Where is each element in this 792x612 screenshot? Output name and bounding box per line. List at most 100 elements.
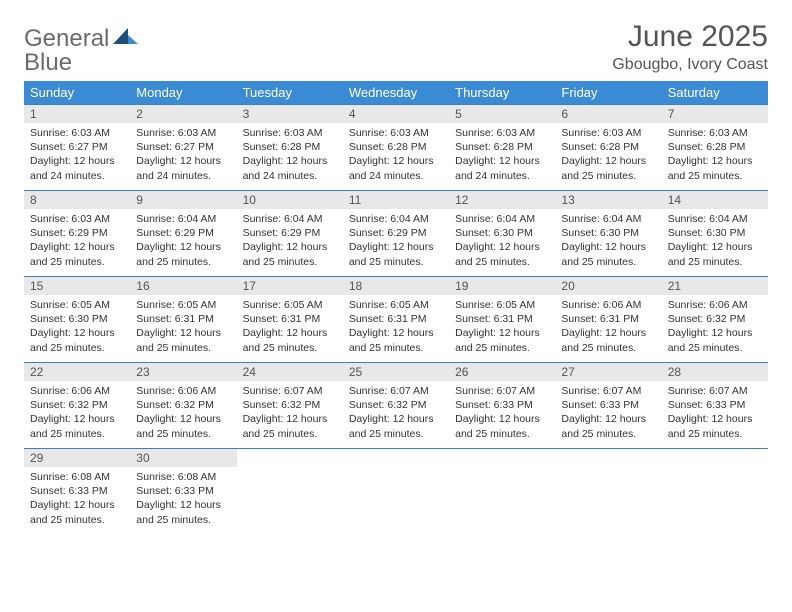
calendar-day-cell: 5Sunrise: 6:03 AMSunset: 6:28 PMDaylight…: [449, 105, 555, 191]
sunrise-line: Sunrise: 6:04 AM: [455, 212, 549, 226]
daylight-line: Daylight: 12 hours and 25 minutes.: [668, 412, 762, 440]
daylight-line: Daylight: 12 hours and 25 minutes.: [30, 498, 124, 526]
sunrise-line: Sunrise: 6:03 AM: [561, 126, 655, 140]
sunset-line: Sunset: 6:29 PM: [243, 226, 337, 240]
sunset-line: Sunset: 6:27 PM: [136, 140, 230, 154]
sunset-line: Sunset: 6:33 PM: [136, 484, 230, 498]
calendar-day-cell: 15Sunrise: 6:05 AMSunset: 6:30 PMDayligh…: [24, 277, 130, 363]
day-details: Sunrise: 6:05 AMSunset: 6:31 PMDaylight:…: [343, 295, 449, 361]
sunset-line: Sunset: 6:33 PM: [30, 484, 124, 498]
sunset-line: Sunset: 6:28 PM: [561, 140, 655, 154]
calendar-day-cell: 13Sunrise: 6:04 AMSunset: 6:30 PMDayligh…: [555, 191, 661, 277]
calendar-table: SundayMondayTuesdayWednesdayThursdayFrid…: [24, 81, 768, 535]
daylight-line: Daylight: 12 hours and 25 minutes.: [668, 240, 762, 268]
sunset-line: Sunset: 6:33 PM: [561, 398, 655, 412]
daylight-line: Daylight: 12 hours and 25 minutes.: [561, 240, 655, 268]
daylight-line: Daylight: 12 hours and 25 minutes.: [455, 412, 549, 440]
sunrise-line: Sunrise: 6:05 AM: [243, 298, 337, 312]
sunrise-line: Sunrise: 6:03 AM: [668, 126, 762, 140]
page-header: General Blue June 2025 Gbougbo, Ivory Co…: [24, 20, 768, 75]
page-title: June 2025: [612, 20, 768, 54]
sunset-line: Sunset: 6:28 PM: [243, 140, 337, 154]
sunset-line: Sunset: 6:31 PM: [455, 312, 549, 326]
day-number: 10: [237, 191, 343, 209]
sunset-line: Sunset: 6:32 PM: [668, 312, 762, 326]
calendar-body: 1Sunrise: 6:03 AMSunset: 6:27 PMDaylight…: [24, 105, 768, 535]
daylight-line: Daylight: 12 hours and 25 minutes.: [349, 326, 443, 354]
daylight-line: Daylight: 12 hours and 25 minutes.: [349, 240, 443, 268]
day-details: Sunrise: 6:05 AMSunset: 6:31 PMDaylight:…: [449, 295, 555, 361]
calendar-day-cell: 27Sunrise: 6:07 AMSunset: 6:33 PMDayligh…: [555, 363, 661, 449]
day-details: Sunrise: 6:04 AMSunset: 6:30 PMDaylight:…: [662, 209, 768, 275]
sunrise-line: Sunrise: 6:03 AM: [136, 126, 230, 140]
weekday-header-row: SundayMondayTuesdayWednesdayThursdayFrid…: [24, 81, 768, 105]
daylight-line: Daylight: 12 hours and 25 minutes.: [243, 412, 337, 440]
day-details: Sunrise: 6:04 AMSunset: 6:29 PMDaylight:…: [130, 209, 236, 275]
day-details: Sunrise: 6:03 AMSunset: 6:28 PMDaylight:…: [343, 123, 449, 189]
daylight-line: Daylight: 12 hours and 25 minutes.: [668, 326, 762, 354]
sunrise-line: Sunrise: 6:06 AM: [668, 298, 762, 312]
day-number: 25: [343, 363, 449, 381]
calendar-day-cell: 29Sunrise: 6:08 AMSunset: 6:33 PMDayligh…: [24, 449, 130, 535]
day-details: Sunrise: 6:03 AMSunset: 6:27 PMDaylight:…: [24, 123, 130, 189]
sunset-line: Sunset: 6:29 PM: [349, 226, 443, 240]
day-details: Sunrise: 6:07 AMSunset: 6:32 PMDaylight:…: [237, 381, 343, 447]
calendar-row: 8Sunrise: 6:03 AMSunset: 6:29 PMDaylight…: [24, 191, 768, 277]
day-number: 5: [449, 105, 555, 123]
sunrise-line: Sunrise: 6:07 AM: [455, 384, 549, 398]
calendar-day-cell: 1Sunrise: 6:03 AMSunset: 6:27 PMDaylight…: [24, 105, 130, 191]
day-details: Sunrise: 6:05 AMSunset: 6:31 PMDaylight:…: [130, 295, 236, 361]
sunset-line: Sunset: 6:32 PM: [243, 398, 337, 412]
sunrise-line: Sunrise: 6:03 AM: [30, 126, 124, 140]
calendar-day-cell: 10Sunrise: 6:04 AMSunset: 6:29 PMDayligh…: [237, 191, 343, 277]
daylight-line: Daylight: 12 hours and 25 minutes.: [136, 498, 230, 526]
sunrise-line: Sunrise: 6:03 AM: [455, 126, 549, 140]
day-details: Sunrise: 6:04 AMSunset: 6:29 PMDaylight:…: [343, 209, 449, 275]
calendar-day-cell: 25Sunrise: 6:07 AMSunset: 6:32 PMDayligh…: [343, 363, 449, 449]
sunset-line: Sunset: 6:28 PM: [455, 140, 549, 154]
day-number: 22: [24, 363, 130, 381]
calendar-day-cell: 21Sunrise: 6:06 AMSunset: 6:32 PMDayligh…: [662, 277, 768, 363]
calendar-day-cell: 26Sunrise: 6:07 AMSunset: 6:33 PMDayligh…: [449, 363, 555, 449]
logo-text-gray: General: [24, 25, 109, 52]
daylight-line: Daylight: 12 hours and 25 minutes.: [668, 154, 762, 182]
calendar-row: 15Sunrise: 6:05 AMSunset: 6:30 PMDayligh…: [24, 277, 768, 363]
sunrise-line: Sunrise: 6:03 AM: [243, 126, 337, 140]
day-number: 16: [130, 277, 236, 295]
day-number: 24: [237, 363, 343, 381]
day-number: 28: [662, 363, 768, 381]
day-number: 23: [130, 363, 236, 381]
day-number: 14: [662, 191, 768, 209]
sunrise-line: Sunrise: 6:06 AM: [561, 298, 655, 312]
day-number: 11: [343, 191, 449, 209]
daylight-line: Daylight: 12 hours and 25 minutes.: [455, 326, 549, 354]
day-details: Sunrise: 6:03 AMSunset: 6:28 PMDaylight:…: [237, 123, 343, 189]
day-number: 20: [555, 277, 661, 295]
calendar-day-cell: 12Sunrise: 6:04 AMSunset: 6:30 PMDayligh…: [449, 191, 555, 277]
daylight-line: Daylight: 12 hours and 24 minutes.: [30, 154, 124, 182]
day-number: 12: [449, 191, 555, 209]
calendar-day-cell: 14Sunrise: 6:04 AMSunset: 6:30 PMDayligh…: [662, 191, 768, 277]
day-number: 9: [130, 191, 236, 209]
sunset-line: Sunset: 6:32 PM: [349, 398, 443, 412]
sunrise-line: Sunrise: 6:03 AM: [349, 126, 443, 140]
day-details: Sunrise: 6:08 AMSunset: 6:33 PMDaylight:…: [24, 467, 130, 533]
title-block: June 2025 Gbougbo, Ivory Coast: [612, 20, 768, 74]
day-details: Sunrise: 6:07 AMSunset: 6:32 PMDaylight:…: [343, 381, 449, 447]
day-number: 30: [130, 449, 236, 467]
logo-text: General Blue: [24, 26, 139, 75]
sunset-line: Sunset: 6:30 PM: [455, 226, 549, 240]
sunrise-line: Sunrise: 6:04 AM: [561, 212, 655, 226]
calendar-day-cell: 2Sunrise: 6:03 AMSunset: 6:27 PMDaylight…: [130, 105, 236, 191]
calendar-day-cell: 8Sunrise: 6:03 AMSunset: 6:29 PMDaylight…: [24, 191, 130, 277]
day-details: Sunrise: 6:05 AMSunset: 6:31 PMDaylight:…: [237, 295, 343, 361]
weekday-header: Wednesday: [343, 81, 449, 105]
sunset-line: Sunset: 6:31 PM: [349, 312, 443, 326]
calendar-day-cell: 30Sunrise: 6:08 AMSunset: 6:33 PMDayligh…: [130, 449, 236, 535]
calendar-day-cell: 4Sunrise: 6:03 AMSunset: 6:28 PMDaylight…: [343, 105, 449, 191]
weekday-header: Sunday: [24, 81, 130, 105]
weekday-header: Monday: [130, 81, 236, 105]
day-details: Sunrise: 6:06 AMSunset: 6:31 PMDaylight:…: [555, 295, 661, 361]
daylight-line: Daylight: 12 hours and 24 minutes.: [349, 154, 443, 182]
calendar-row: 29Sunrise: 6:08 AMSunset: 6:33 PMDayligh…: [24, 449, 768, 535]
